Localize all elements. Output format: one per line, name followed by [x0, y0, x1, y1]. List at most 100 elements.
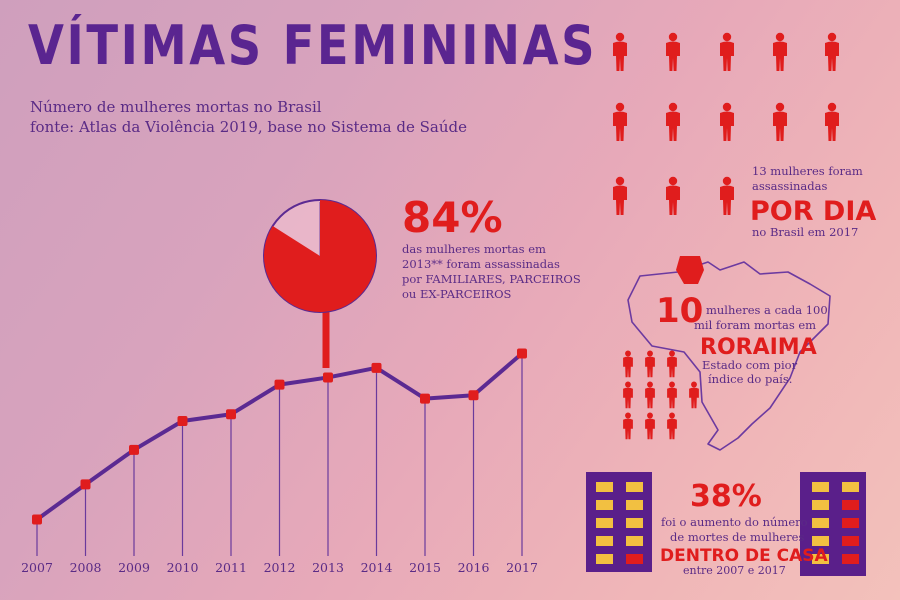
person-icon: [645, 381, 655, 409]
x-tick-label: 2010: [167, 560, 199, 575]
pie-chart: [263, 199, 377, 368]
brazil-outline: [627, 261, 831, 451]
person-icon: [645, 350, 655, 378]
x-tick-label: 2008: [70, 560, 102, 575]
pie-slice-main: [264, 200, 376, 313]
daily-line-3: no Brasil em 2017: [752, 225, 858, 239]
home-percent: 38%: [690, 479, 762, 514]
window: [626, 482, 643, 492]
x-tick-label: 2015: [409, 560, 441, 575]
person-icon: [623, 381, 633, 409]
data-point: [371, 362, 382, 373]
window: [626, 536, 643, 546]
window: [596, 518, 613, 528]
person-icon: [666, 32, 680, 71]
roraima-line-3: Estado com pior: [702, 358, 798, 372]
window: [596, 536, 613, 546]
home-line-3: entre 2007 e 2017: [683, 564, 786, 577]
drop-lines: [36, 353, 523, 556]
x-tick-label: 2016: [458, 560, 490, 575]
x-tick-label: 2009: [118, 560, 150, 575]
data-point: [80, 479, 91, 490]
window: [626, 500, 643, 510]
data-points: [32, 348, 527, 525]
data-point: [274, 379, 285, 390]
page-title: VÍTIMAS FEMININAS: [28, 14, 598, 77]
daily-line-1: 13 mulheres foram: [752, 164, 863, 178]
data-point: [129, 444, 139, 455]
person-icon: [825, 32, 839, 71]
person-icon: [720, 176, 734, 215]
roraima-line-2: mil foram mortas em: [694, 318, 816, 332]
person-icon: [623, 412, 633, 440]
data-point: [32, 514, 42, 525]
pie-text-4: ou EX-PARCEIROS: [402, 287, 512, 301]
person-icon: [623, 350, 633, 378]
window: [842, 500, 859, 510]
daily-emphasis: POR DIA: [750, 196, 876, 227]
window: [626, 518, 643, 528]
person-icon: [613, 176, 627, 215]
pie-text-2: 2013** foram assassinadas: [402, 257, 560, 271]
person-icon: [667, 381, 677, 409]
window: [842, 482, 859, 492]
window: [812, 482, 829, 492]
x-tick-label: 2014: [361, 560, 393, 575]
person-icon: [720, 32, 734, 71]
person-icon: [720, 102, 734, 141]
window: [812, 536, 829, 546]
person-icon: [667, 350, 677, 378]
brazil-map: [627, 256, 831, 451]
x-tick-label: 2013: [312, 560, 344, 575]
person-icon: [666, 102, 680, 141]
window: [842, 536, 859, 546]
person-icon: [666, 176, 680, 215]
x-axis-labels: 2007 2008 2009 2010 2011 2012 2013 2014 2015 2016…: [21, 560, 538, 575]
person-icon: [613, 102, 627, 141]
person-icon: [667, 412, 677, 440]
x-tick-label: 2011: [215, 560, 247, 575]
home-line-2: de mortes de mulheres: [670, 530, 804, 544]
roraima-line-4: índice do país.: [708, 372, 792, 386]
data-point: [468, 390, 479, 401]
data-point: [517, 348, 527, 359]
building-right: [800, 472, 866, 576]
window: [812, 500, 829, 510]
window: [812, 554, 829, 564]
source-note: fonte: Atlas da Violência 2019, base no …: [30, 118, 467, 136]
x-tick-label: 2017: [506, 560, 538, 575]
daily-line-2: assassinadas: [752, 179, 827, 193]
person-icon: [773, 32, 787, 71]
pie-text-1: das mulheres mortas em: [402, 242, 546, 256]
window: [842, 518, 859, 528]
person-icon: [825, 102, 839, 141]
window: [842, 554, 859, 564]
roraima-region: [676, 256, 704, 284]
data-point: [323, 372, 333, 383]
roraima-line-1: mulheres a cada 100: [706, 303, 828, 317]
data-point: [177, 416, 188, 427]
window: [596, 482, 613, 492]
window: [812, 518, 829, 528]
x-tick-label: 2012: [264, 560, 296, 575]
roraima-emphasis: RORAIMA: [700, 335, 817, 360]
person-icon: [773, 102, 787, 141]
roraima-figures: [623, 350, 699, 440]
window: [596, 554, 613, 564]
line-chart: 2007 2008 2009 2010 2011 2012 2013 2014 2015 2016…: [21, 348, 538, 575]
home-line-1: foi o aumento do número: [661, 515, 808, 529]
home-emphasis: DENTRO DE CASA: [660, 546, 829, 566]
roraima-number: 10: [656, 291, 703, 331]
data-point: [420, 393, 430, 404]
person-icon: [645, 412, 655, 440]
subtitle: Número de mulheres mortas no Brasil: [30, 98, 322, 116]
pie-text-3: por FAMILIARES, PARCEIROS: [402, 272, 581, 286]
data-point: [226, 409, 236, 420]
x-tick-label: 2007: [21, 560, 53, 575]
person-icon: [613, 32, 627, 71]
window: [626, 554, 643, 564]
pie-percent: 84%: [402, 193, 503, 242]
person-icon: [689, 381, 699, 409]
window: [596, 500, 613, 510]
